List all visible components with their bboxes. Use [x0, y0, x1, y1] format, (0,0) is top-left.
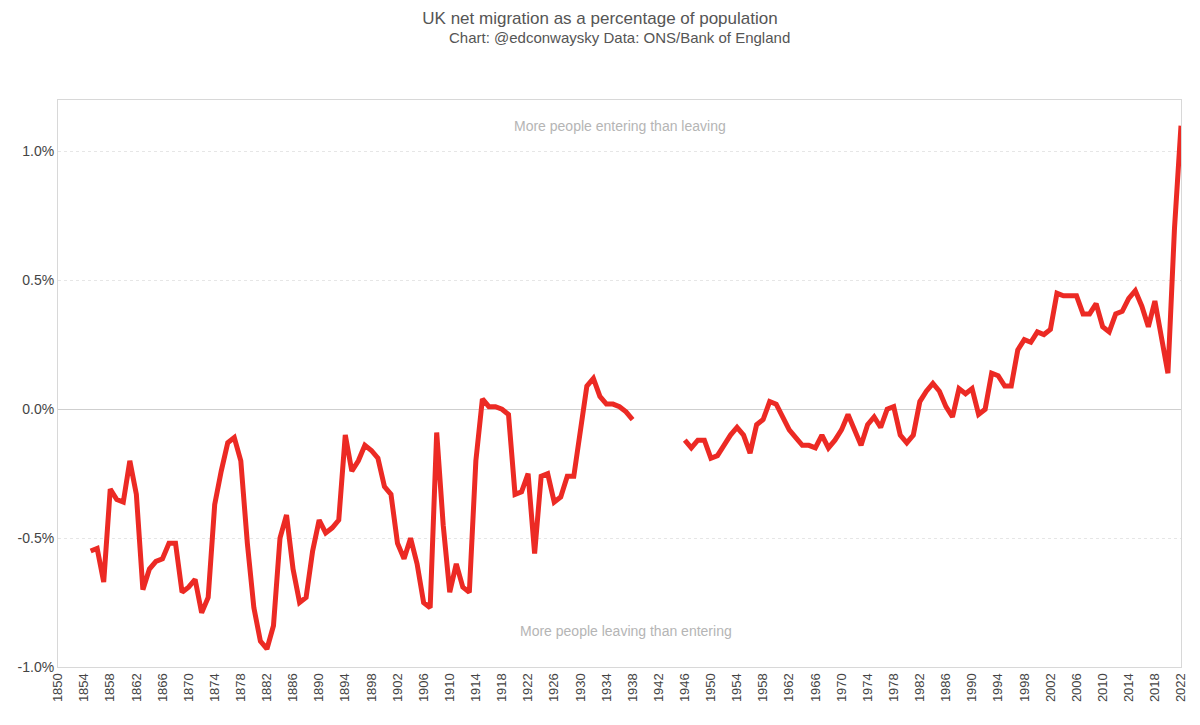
svg-text:1978: 1978: [886, 673, 901, 702]
svg-text:1994: 1994: [990, 673, 1005, 702]
svg-text:1874: 1874: [207, 673, 222, 702]
svg-text:1894: 1894: [338, 673, 353, 702]
svg-text:1882: 1882: [259, 673, 274, 702]
svg-text:Chart: @edconwaysky Data: ONS/: Chart: @edconwaysky Data: ONS/Bank of En…: [449, 29, 790, 46]
svg-text:1850: 1850: [50, 673, 65, 702]
svg-text:1998: 1998: [1017, 673, 1032, 702]
svg-text:1866: 1866: [155, 673, 170, 702]
svg-text:1930: 1930: [573, 673, 588, 702]
svg-text:1910: 1910: [442, 673, 457, 702]
svg-text:2010: 2010: [1095, 673, 1110, 702]
svg-text:1862: 1862: [129, 673, 144, 702]
svg-text:1990: 1990: [964, 673, 979, 702]
svg-text:1958: 1958: [755, 673, 770, 702]
svg-text:2014: 2014: [1121, 673, 1136, 702]
svg-text:2018: 2018: [1147, 673, 1162, 702]
svg-text:1878: 1878: [233, 673, 248, 702]
svg-text:UK net migration as a percenta: UK net migration as a percentage of popu…: [422, 9, 777, 28]
svg-text:0.5%: 0.5%: [22, 272, 54, 288]
svg-text:2002: 2002: [1043, 673, 1058, 702]
svg-text:1938: 1938: [625, 673, 640, 702]
svg-text:1890: 1890: [311, 673, 326, 702]
svg-text:1914: 1914: [468, 673, 483, 702]
svg-text:1982: 1982: [912, 673, 927, 702]
svg-text:2006: 2006: [1069, 673, 1084, 702]
svg-text:1954: 1954: [729, 673, 744, 702]
svg-text:1898: 1898: [364, 673, 379, 702]
svg-text:-0.5%: -0.5%: [18, 530, 55, 546]
svg-text:1934: 1934: [599, 673, 614, 702]
svg-text:2022: 2022: [1173, 673, 1188, 702]
svg-text:1966: 1966: [808, 673, 823, 702]
svg-text:1906: 1906: [416, 673, 431, 702]
svg-text:1902: 1902: [390, 673, 405, 702]
svg-text:1974: 1974: [860, 673, 875, 702]
svg-text:1858: 1858: [102, 673, 117, 702]
svg-text:1922: 1922: [520, 673, 535, 702]
svg-text:-1.0%: -1.0%: [18, 659, 55, 675]
svg-text:1946: 1946: [677, 673, 692, 702]
svg-text:1926: 1926: [546, 673, 561, 702]
svg-text:1986: 1986: [938, 673, 953, 702]
svg-text:1918: 1918: [494, 673, 509, 702]
svg-text:More people leaving than enter: More people leaving than entering: [520, 623, 732, 639]
svg-text:More people entering than leav: More people entering than leaving: [514, 118, 726, 134]
svg-text:1962: 1962: [781, 673, 796, 702]
svg-text:0.0%: 0.0%: [22, 401, 54, 417]
svg-text:1950: 1950: [703, 673, 718, 702]
svg-text:1886: 1886: [285, 673, 300, 702]
svg-text:1970: 1970: [834, 673, 849, 702]
svg-text:1942: 1942: [651, 673, 666, 702]
svg-text:1.0%: 1.0%: [22, 143, 54, 159]
svg-text:1870: 1870: [181, 673, 196, 702]
svg-text:1854: 1854: [76, 673, 91, 702]
